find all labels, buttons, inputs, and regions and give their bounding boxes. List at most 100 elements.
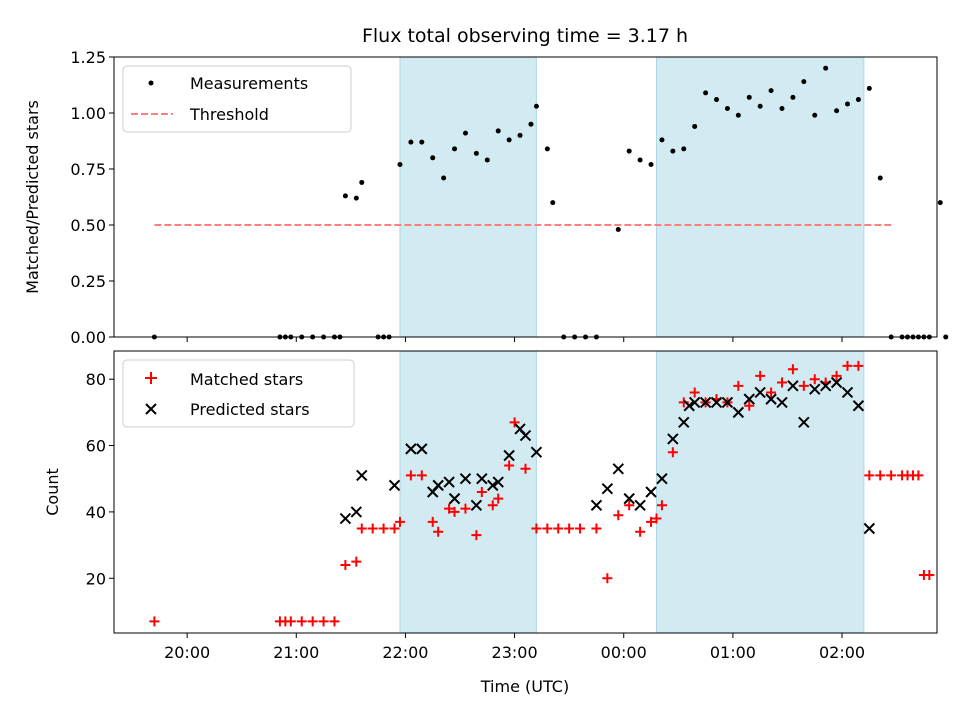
- y-tick-label: 20: [86, 569, 106, 588]
- y-tick-label: 0.75: [70, 160, 106, 179]
- predicted-point: [841, 386, 854, 399]
- predicted-point: [688, 396, 701, 409]
- matched-point: [553, 523, 564, 534]
- matched-point: [476, 487, 487, 497]
- matched-point: [542, 523, 553, 534]
- matched-point: [777, 377, 788, 388]
- matched-point: [755, 370, 766, 381]
- matched-point: [886, 470, 897, 481]
- predicted-point: [612, 463, 624, 475]
- matched-point: [296, 616, 307, 627]
- measurement-point: [937, 200, 943, 206]
- measurement-point: [550, 200, 556, 206]
- predicted-point: [699, 396, 712, 409]
- top-y-axis-label: Matched/Predicted stars: [23, 100, 42, 294]
- x-tick-label: 23:00: [492, 643, 538, 662]
- x-tick-label: 22:00: [382, 643, 428, 662]
- measurement-point: [735, 112, 741, 118]
- legend-measurements-label: Measurements: [190, 74, 308, 93]
- y-tick-label: 0.00: [70, 328, 106, 347]
- predicted-point: [356, 469, 368, 482]
- predicted-point: [678, 416, 690, 429]
- y-tick-label: 1.00: [70, 104, 106, 123]
- legend-matched-label: Matched stars: [190, 370, 303, 389]
- chart-title: Flux total observing time = 3.17 h: [362, 25, 688, 47]
- matched-point: [924, 569, 935, 580]
- matched-point: [405, 470, 416, 481]
- matched-point: [351, 556, 362, 567]
- measurement-point: [823, 65, 829, 71]
- measurement-point: [779, 106, 785, 112]
- predicted-point: [732, 406, 745, 419]
- matched-point: [329, 616, 340, 627]
- x-tick-label: 20:00: [164, 643, 210, 662]
- matched-point: [285, 616, 296, 627]
- predicted-stars-series: [339, 376, 876, 535]
- predicted-point: [667, 433, 679, 445]
- top-panel: 0.00 0.25 0.50 0.75 1.00 1.25 Matched/Predict…: [23, 48, 949, 347]
- measurement-point: [692, 123, 698, 129]
- measurement-point: [877, 175, 883, 181]
- legend-matched-marker: [145, 372, 157, 384]
- measurement-point: [342, 193, 348, 199]
- matched-point: [613, 510, 624, 521]
- measurement-point: [768, 88, 774, 94]
- matched-point: [809, 374, 820, 385]
- measurement-point: [359, 179, 365, 185]
- matched-point: [913, 470, 924, 481]
- predicted-point: [492, 476, 504, 488]
- matched-point: [635, 526, 646, 537]
- matched-point: [460, 503, 471, 514]
- matched-point: [864, 470, 875, 481]
- predicted-point: [443, 476, 455, 488]
- predicted-point: [350, 506, 363, 518]
- predicted-point: [448, 492, 461, 505]
- predicted-point: [765, 393, 777, 405]
- measurement-point: [473, 150, 479, 156]
- bottom-y-axis-label: Count: [43, 468, 62, 516]
- predicted-point: [683, 400, 695, 412]
- matched-point: [787, 364, 798, 375]
- predicted-point: [710, 396, 723, 409]
- y-tick-label: 40: [86, 503, 106, 522]
- measurement-point: [844, 101, 850, 107]
- predicted-point: [416, 443, 428, 455]
- shaded-span: [399, 56, 537, 338]
- measurement-point: [353, 195, 359, 201]
- measurement-point: [626, 148, 632, 154]
- predicted-point: [590, 499, 603, 511]
- predicted-point: [809, 383, 821, 395]
- matched-point: [493, 493, 504, 504]
- matched-point: [656, 500, 667, 511]
- measurement-point: [659, 137, 665, 143]
- measurement-point: [397, 162, 403, 168]
- predicted-point: [776, 396, 788, 409]
- matched-point: [149, 616, 160, 627]
- predicted-point: [470, 499, 483, 511]
- predicted-point: [476, 473, 488, 485]
- matched-point: [689, 387, 700, 398]
- matched-point: [531, 523, 542, 534]
- x-tick-label: 21:00: [273, 643, 319, 662]
- matched-point: [564, 523, 575, 534]
- measurement-point: [790, 94, 796, 100]
- matched-point: [394, 516, 405, 527]
- shaded-span: [399, 350, 537, 634]
- predicted-point: [519, 429, 532, 442]
- measurement-point: [670, 148, 676, 154]
- measurement-point: [430, 155, 436, 161]
- predicted-point: [754, 386, 766, 399]
- predicted-point: [601, 482, 614, 495]
- matched-point: [318, 616, 329, 627]
- bottom-x-ticks: 20:00 21:00 22:00 23:00 00:00 01:00 02:00: [164, 633, 865, 662]
- matched-stars-series: [149, 360, 935, 627]
- bottom-legend: Matched stars Predicted stars: [122, 359, 355, 428]
- matched-point: [575, 523, 586, 534]
- measurement-point: [866, 85, 872, 91]
- measurement-point: [801, 79, 807, 85]
- matched-point: [504, 460, 515, 471]
- x-axis-label: Time (UTC): [480, 677, 569, 696]
- measurement-point: [544, 146, 550, 152]
- bottom-shaded-spans: [399, 350, 865, 634]
